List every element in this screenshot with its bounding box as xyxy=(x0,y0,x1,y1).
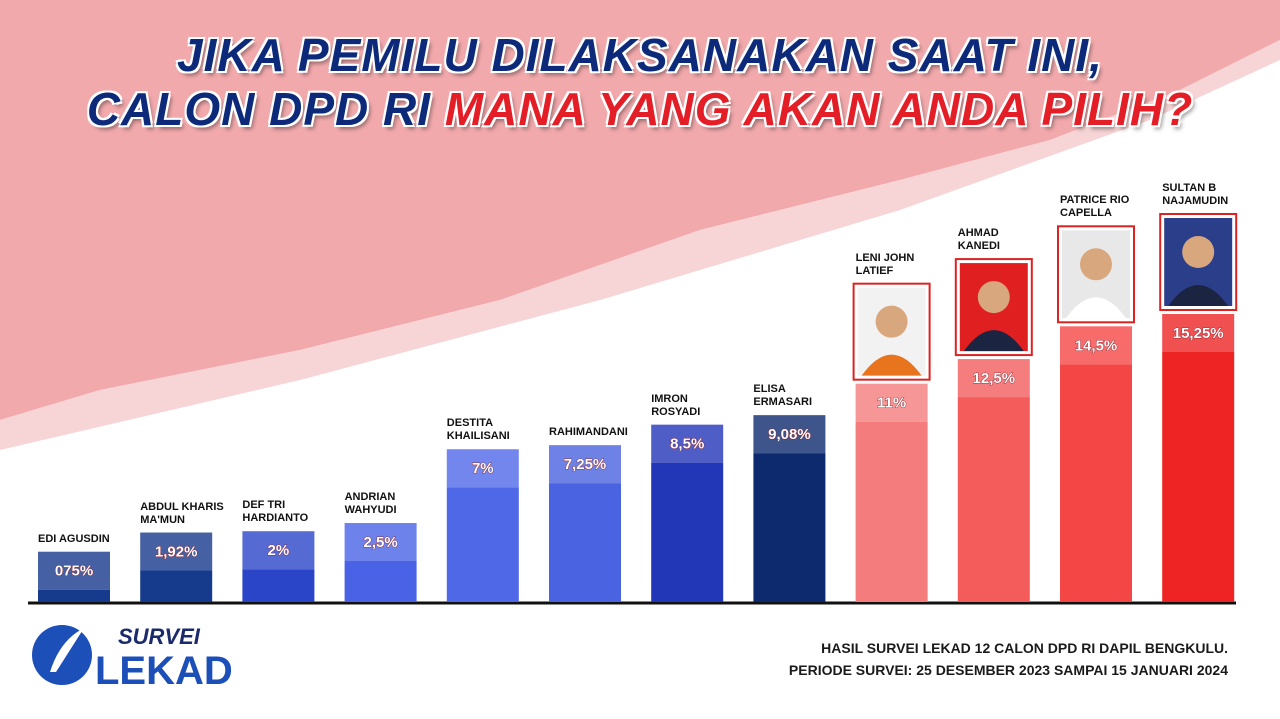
value-label: 9,08% xyxy=(768,426,811,443)
title-line-1: JIKA PEMILU DILAKSANAKAN SAAT INI, xyxy=(176,28,1103,82)
bar xyxy=(242,569,315,602)
value-box xyxy=(651,424,724,463)
value-box xyxy=(1060,326,1132,365)
background-edge xyxy=(0,40,1280,450)
bar xyxy=(957,397,1030,602)
value-label: 075% xyxy=(55,563,93,580)
value-box xyxy=(242,531,315,570)
bar xyxy=(446,487,519,602)
bar xyxy=(140,570,213,602)
value-label: 15,25% xyxy=(1173,325,1224,342)
value-box xyxy=(446,449,519,488)
bar xyxy=(753,453,826,602)
value-label: 7% xyxy=(472,460,494,477)
category-label: LENI JOHN LATIEF xyxy=(855,251,915,277)
value-box xyxy=(753,415,826,454)
bar xyxy=(549,483,621,602)
value-box xyxy=(140,532,213,571)
photo-body xyxy=(1168,285,1229,306)
category-label: DEF TRI HARDIANTO xyxy=(242,499,309,525)
value-label: 2,5% xyxy=(363,534,397,551)
logo: SURVEI LEKAD xyxy=(32,624,233,693)
background-band xyxy=(0,0,1280,420)
category-label: SULTAN B NAJAMUDIN xyxy=(1162,182,1229,207)
category-label: AHMAD KANEDI xyxy=(957,227,1000,253)
value-box xyxy=(957,359,1030,398)
photo-head xyxy=(977,281,1010,314)
category-label: RAHIMANDANI xyxy=(549,426,628,439)
category-label: PATRICE RIO CAPELLA xyxy=(1060,194,1130,220)
value-box xyxy=(344,523,417,562)
value-box xyxy=(855,383,928,422)
photo-head xyxy=(1080,248,1112,281)
category-label: ELISA ERMASARI xyxy=(753,383,813,409)
value-label: 2% xyxy=(268,542,290,559)
photo-head xyxy=(1182,236,1215,268)
bar xyxy=(344,561,417,602)
value-label: 7,25% xyxy=(564,456,607,473)
title-red: MANA YANG AKAN ANDA PILIH? xyxy=(444,82,1194,136)
bar xyxy=(855,421,928,602)
bar xyxy=(38,589,110,602)
value-label: 1,92% xyxy=(155,543,198,560)
category-label: DESTITA KHAILISANI xyxy=(446,417,510,443)
photo-head xyxy=(875,305,908,338)
source-line: HASIL SURVEI LEKAD 12 CALON DPD RI DAPIL… xyxy=(821,640,1228,656)
category-label: EDI AGUSDIN xyxy=(38,532,110,545)
category-label: ABDUL KHARIS MA'MUN xyxy=(140,500,224,526)
value-box xyxy=(549,445,621,484)
photo-body xyxy=(1066,297,1126,319)
bar xyxy=(1162,352,1235,602)
value-label: 14,5% xyxy=(1075,337,1118,354)
value-label: 11% xyxy=(877,395,906,412)
category-label: ANDRIAN WAHYUDI xyxy=(344,491,397,517)
value-box xyxy=(38,551,110,590)
title-blue: CALON DPD RI xyxy=(86,82,432,136)
value-label: 12,5% xyxy=(973,370,1016,387)
bar xyxy=(651,462,724,602)
value-label: 8,5% xyxy=(670,436,704,453)
value-box xyxy=(1162,314,1235,352)
title-line-2: CALON DPD RI MANA YANG AKAN ANDA PILIH? xyxy=(0,82,1280,136)
photo-body xyxy=(861,354,922,376)
category-label: IMRON ROSYADI xyxy=(651,392,701,418)
logo-top: SURVEI xyxy=(118,624,201,649)
logo-bottom: LEKAD xyxy=(95,649,233,693)
source-line: PERIODE SURVEI: 25 DESEMBER 2023 SAMPAI … xyxy=(788,662,1228,678)
bar xyxy=(1060,364,1132,602)
photo-body xyxy=(963,330,1024,352)
